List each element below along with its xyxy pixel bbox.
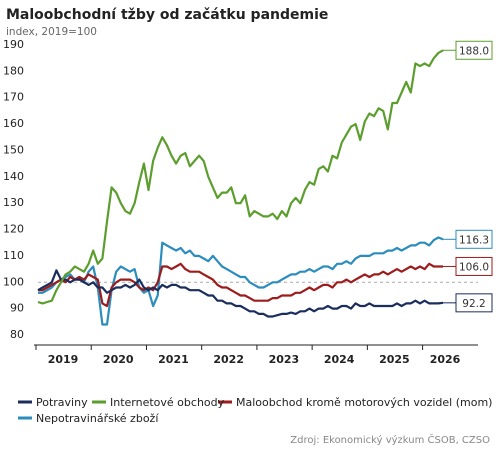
x-tick-label: 2024 [324,353,355,366]
legend-label: Maloobchod kromě motorových vozidel (mom… [236,396,492,409]
series-line [38,262,443,308]
y-tick-label: 120 [3,223,24,236]
x-tick-label: 2021 [158,353,189,366]
end-label: 92.2 [462,298,485,310]
x-tick-label: 2025 [379,353,410,366]
y-tick-label: 100 [3,275,24,288]
x-tick-label: 2026 [430,353,461,366]
end-label-box [455,293,493,313]
legend-label: Potraviny [36,396,88,409]
series-line [38,236,444,326]
x-tick-label: 2022 [213,353,244,366]
end-label-box [455,256,493,276]
end-label: 106.0 [459,261,489,273]
end-label: 116.3 [459,234,489,246]
legend-label: Internetové obchody [110,396,225,409]
y-tick-label: 160 [3,117,24,130]
y-tick-label: 130 [3,196,24,209]
y-tick-label: 150 [3,143,24,156]
y-tick-label: 180 [3,64,24,77]
y-tick-label: 110 [3,249,24,262]
end-label-box [455,229,493,249]
chart-subtitle: index, 2019=100 [6,26,97,38]
y-tick-label: 90 [10,302,24,315]
series-line [37,269,444,318]
legend-label: Nepotravinářské zboží [36,412,159,425]
y-tick-label: 190 [3,38,24,51]
y-tick-label: 80 [10,328,24,341]
y-tick-label: 170 [3,91,24,104]
x-tick-label: 2023 [269,353,300,366]
chart-title: Maloobchodní tžby od začátku pandemie [6,7,328,23]
y-tick-label: 140 [3,170,24,183]
series-line [37,49,444,305]
end-label-box [455,40,493,60]
x-tick-label: 2019 [48,353,79,366]
end-label: 188.0 [459,45,489,57]
source: Zdroj: Ekonomický výzkum ČSOB, CZSO [290,433,490,446]
x-tick-label: 2020 [103,353,134,366]
